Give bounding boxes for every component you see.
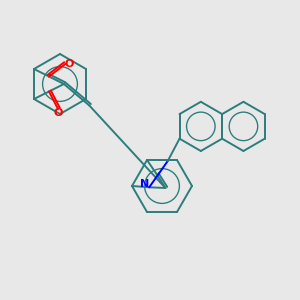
Text: O: O: [65, 59, 74, 69]
Text: O: O: [53, 108, 63, 118]
Text: N: N: [140, 179, 149, 189]
